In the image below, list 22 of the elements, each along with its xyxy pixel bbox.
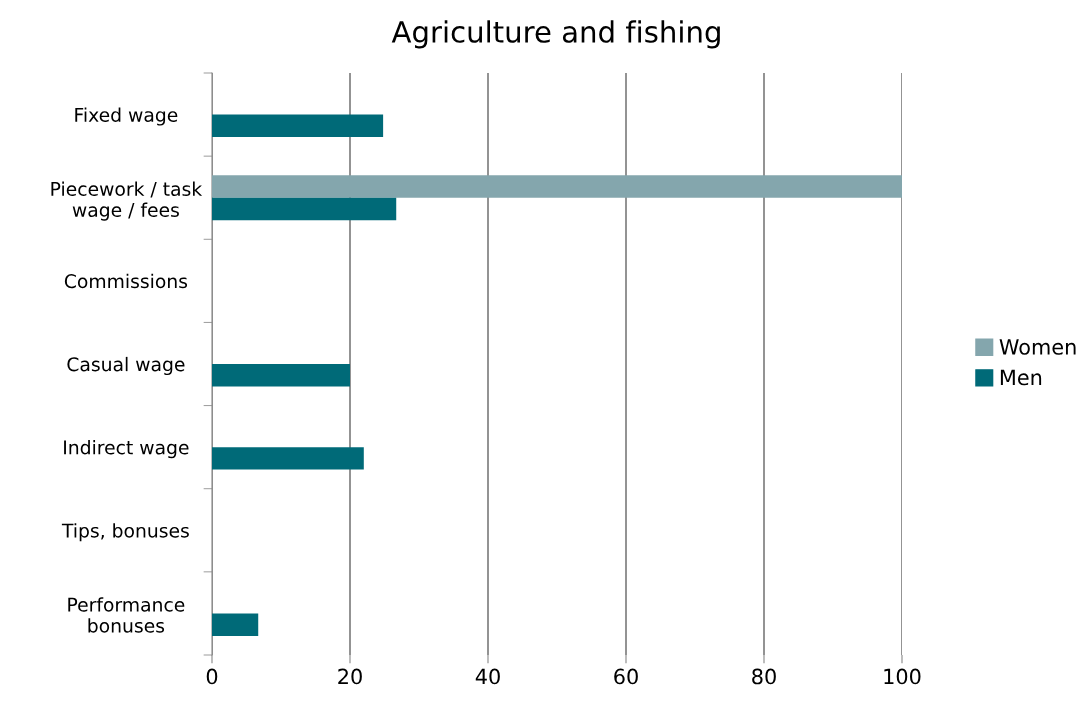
y-tick-label: Casual wage bbox=[67, 356, 185, 376]
y-tick-label: Indirect wage bbox=[64, 440, 189, 459]
legend-label: Men bbox=[1000, 369, 1042, 386]
bar bbox=[212, 447, 364, 470]
y-tick-label: Performance bonuses bbox=[68, 597, 185, 633]
y-tick-label: Fixed wage bbox=[75, 107, 178, 126]
bar bbox=[212, 197, 397, 221]
bar bbox=[212, 114, 384, 138]
x-tick-label: 20 bbox=[338, 668, 362, 685]
y-tick-label: Commissions bbox=[64, 273, 188, 289]
x-tick-label: 80 bbox=[752, 668, 776, 685]
chart-title: Agriculture and fishing bbox=[391, 20, 720, 49]
bar bbox=[212, 364, 350, 387]
y-tick-label: Tips, bonuses bbox=[61, 523, 189, 542]
x-tick-label: 60 bbox=[614, 668, 638, 685]
legend-label: Women bbox=[999, 339, 1076, 355]
x-tick-label: 100 bbox=[884, 668, 921, 685]
x-tick-label: 0 bbox=[206, 668, 218, 685]
bar bbox=[212, 613, 259, 636]
bar bbox=[212, 175, 902, 198]
x-tick-label: 40 bbox=[475, 668, 500, 685]
y-tick-label: Piecework / task wage / fees bbox=[51, 181, 203, 221]
